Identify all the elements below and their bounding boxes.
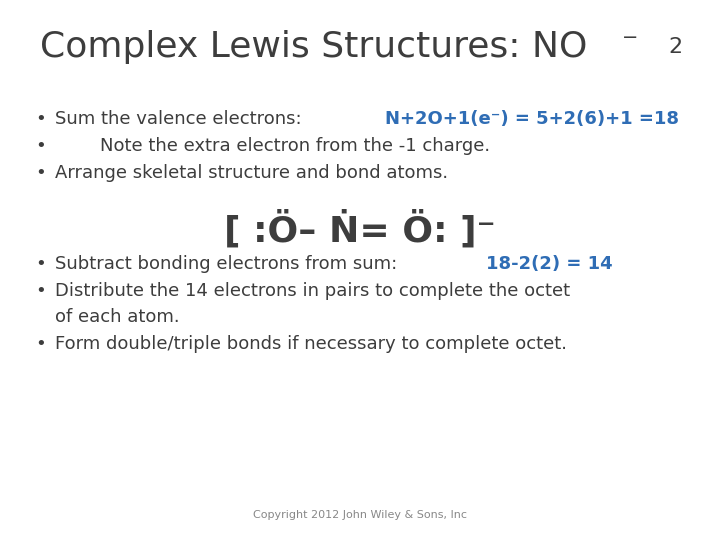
Text: Arrange skeletal structure and bond atoms.: Arrange skeletal structure and bond atom… xyxy=(55,164,448,182)
Text: −: − xyxy=(622,28,639,47)
Text: •: • xyxy=(35,335,46,353)
Text: of each atom.: of each atom. xyxy=(55,308,179,326)
Text: Complex Lewis Structures: NO: Complex Lewis Structures: NO xyxy=(40,30,588,64)
Text: 18-2(2) = 14: 18-2(2) = 14 xyxy=(487,255,613,273)
Text: •: • xyxy=(35,137,46,155)
Text: •: • xyxy=(35,282,46,300)
Text: N+2O+1(e⁻) = 5+2(6)+1 =18: N+2O+1(e⁻) = 5+2(6)+1 =18 xyxy=(385,110,679,128)
Text: Copyright 2012 John Wiley & Sons, Inc: Copyright 2012 John Wiley & Sons, Inc xyxy=(253,510,467,520)
Text: •: • xyxy=(35,110,46,128)
Text: Complex Lewis Structures: NO: Complex Lewis Structures: NO xyxy=(40,30,588,64)
Text: 2: 2 xyxy=(668,37,683,57)
Text: 2: 2 xyxy=(668,37,683,57)
Text: Distribute the 14 electrons in pairs to complete the octet: Distribute the 14 electrons in pairs to … xyxy=(55,282,570,300)
Text: Sum the valence electrons:: Sum the valence electrons: xyxy=(55,110,307,128)
Text: Subtract bonding electrons from sum:: Subtract bonding electrons from sum: xyxy=(55,255,409,273)
Text: •: • xyxy=(35,255,46,273)
Text: Form double/triple bonds if necessary to complete octet.: Form double/triple bonds if necessary to… xyxy=(55,335,567,353)
Text: [ :Ö– Ṅ= Ö: ]⁻: [ :Ö– Ṅ= Ö: ]⁻ xyxy=(224,210,496,248)
Text: Note the extra electron from the -1 charge.: Note the extra electron from the -1 char… xyxy=(100,137,490,155)
Text: •: • xyxy=(35,164,46,182)
